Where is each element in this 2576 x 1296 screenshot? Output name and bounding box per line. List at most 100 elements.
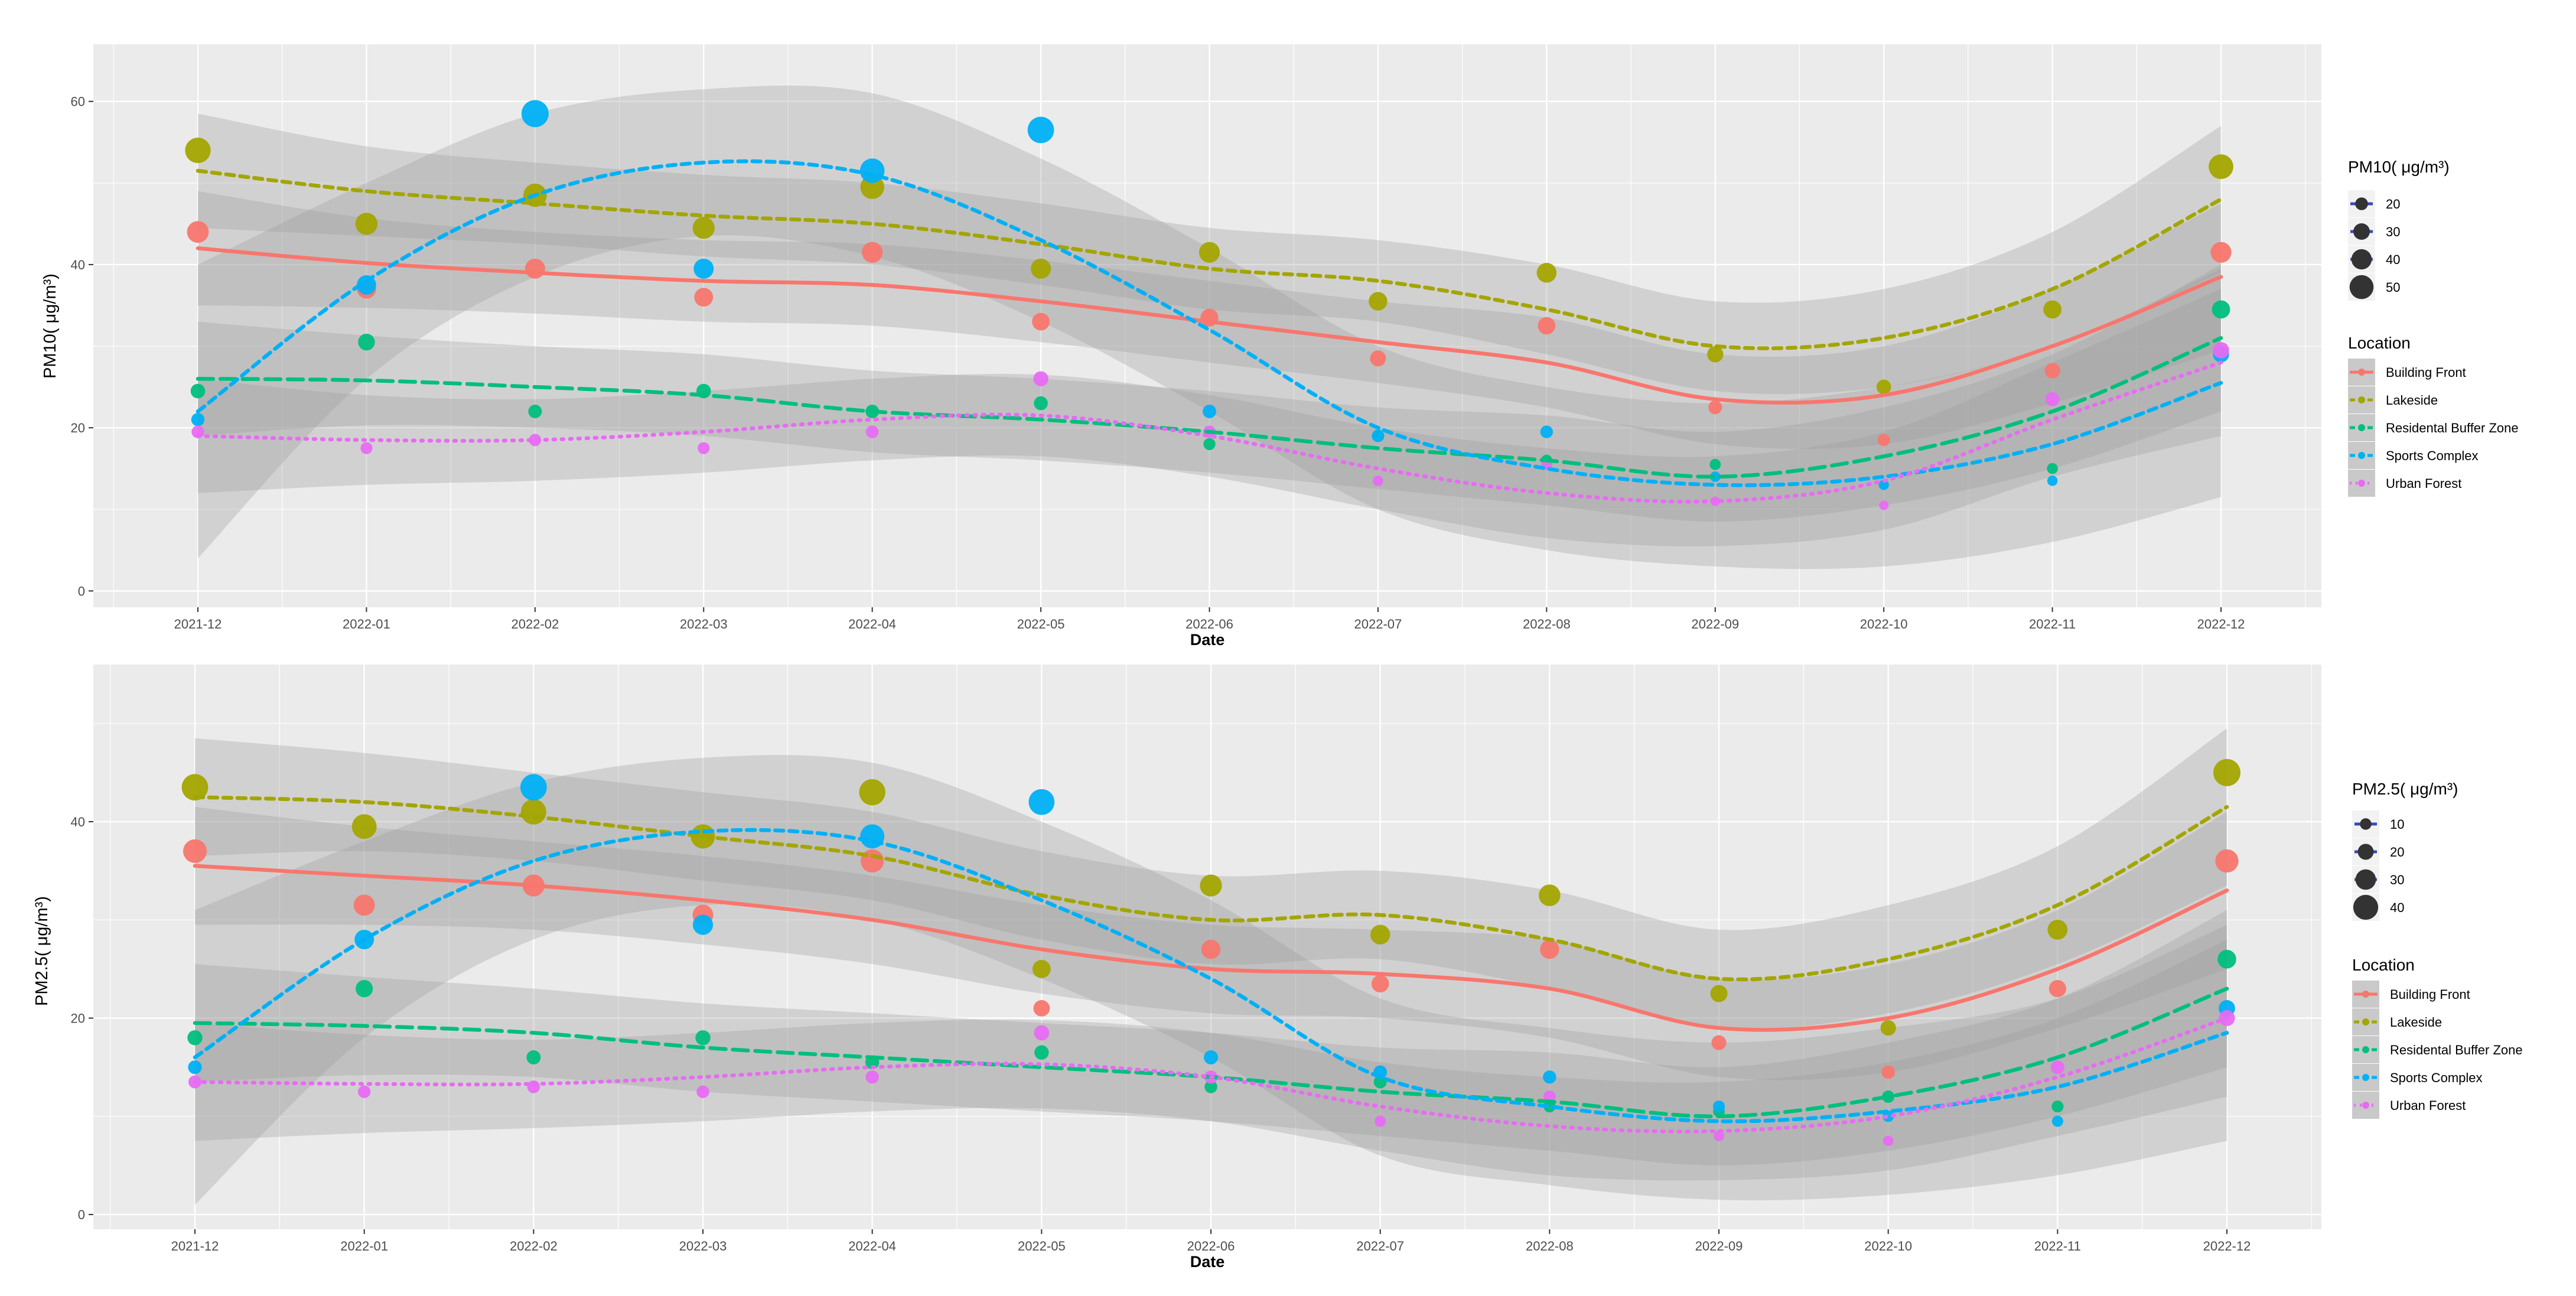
pm10-point-building-front — [187, 221, 209, 243]
pm25-point-building-front — [2049, 980, 2066, 998]
pm25-point-building-front — [1201, 939, 1221, 959]
pm25-point-sports-complex — [1028, 789, 1055, 815]
pm10-y-axis-title: PM10( μg/m³) — [41, 273, 60, 379]
pm10-x-tick-label: 2022-09 — [1691, 617, 1739, 631]
pm10-point-urban-forest — [2045, 392, 2060, 406]
pm10-size-key-label: 20 — [2386, 197, 2400, 211]
pm25-x-tick-label: 2022-05 — [1018, 1239, 1066, 1253]
pm10-size-key-point — [2349, 275, 2374, 299]
pm10-legend-key-point — [2358, 480, 2365, 487]
pm10-legend-label-building-front: Building Front — [2386, 365, 2466, 380]
pm25-size-key-label: 30 — [2390, 872, 2404, 887]
pm10-legend-label-residental-buffer-zone: Residental Buffer Zone — [2386, 421, 2519, 435]
pm25-point-lakeside — [351, 814, 377, 839]
pm10-point-building-front — [2044, 363, 2060, 379]
pm10-legend-label-sports-complex: Sports Complex — [2386, 448, 2479, 463]
pm25-line-building-front — [193, 864, 2229, 1032]
pm25-point-lakeside — [1880, 1020, 1896, 1036]
pm25-point-residental-buffer-zone — [1204, 1080, 1217, 1093]
pm10-point-lakeside — [1707, 346, 1724, 363]
pm10-point-sports-complex — [1878, 480, 1889, 490]
pm25-legend-label-lakeside: Lakeside — [2390, 1015, 2442, 1030]
pm10-point-sports-complex — [521, 100, 549, 128]
pm10-point-sports-complex — [1540, 425, 1554, 438]
pm10-x-tick-label: 2022-02 — [511, 617, 559, 631]
pm25-point-lakeside — [2047, 920, 2068, 940]
pm10-point-residental-buffer-zone — [358, 333, 375, 351]
pm25-point-building-front — [1881, 1065, 1896, 1079]
pm10-x-tick-label: 2022-12 — [2197, 617, 2245, 631]
pm25-x-tick-label: 2022-01 — [340, 1239, 388, 1253]
pm25-legend-key-point — [2362, 1102, 2369, 1109]
pm25-point-lakeside — [1539, 884, 1561, 907]
pm25-point-residental-buffer-zone — [1373, 1075, 1387, 1089]
pm10-y-ticks: 0 20 40 60 — [71, 95, 93, 598]
pm25-x-tick-label: 2022-07 — [1356, 1239, 1404, 1253]
pm25-x-tick-label: 2022-03 — [679, 1239, 727, 1253]
pm10-size-key-label: 50 — [2386, 280, 2400, 295]
pm10-point-lakeside — [1369, 292, 1388, 311]
pm10-size-key-label: 30 — [2386, 224, 2400, 239]
pm25-point-sports-complex — [1543, 1070, 1556, 1084]
pm10-point-sports-complex — [693, 258, 714, 279]
pm10-point-residental-buffer-zone — [2047, 463, 2058, 474]
pm10-point-lakeside — [1536, 262, 1557, 283]
pm25-size-key-label: 20 — [2390, 845, 2404, 859]
pm25-x-tick-label: 2022-12 — [2203, 1239, 2251, 1253]
pm10-point-sports-complex — [1709, 471, 1721, 482]
pm25-line-sports-complex — [193, 828, 2229, 1124]
pm25-x-tick-label: 2022-02 — [510, 1239, 558, 1253]
pm10-line-urban-forest — [196, 360, 2223, 504]
pm10-x-tick-label: 2022-11 — [2029, 617, 2076, 631]
pm10-point-residental-buffer-zone — [2212, 300, 2230, 319]
pm10-color-legend: Location Building Front Lakeside Residenta… — [2348, 334, 2519, 497]
pm25-point-building-front — [1711, 1035, 1727, 1050]
pm25-point-lakeside — [181, 774, 209, 801]
pm25-y-tick-label: 20 — [71, 1011, 85, 1026]
pm25-y-tick-label: 0 — [78, 1207, 85, 1222]
pm25-size-legend: PM2.5( μg/m³) 10 20 30 40 — [2352, 780, 2458, 921]
pm25-point-urban-forest — [357, 1085, 371, 1098]
pm10-point-building-front — [2210, 242, 2232, 263]
pm10-point-building-front — [1370, 350, 1386, 367]
pm25-x-tick-label: 2022-09 — [1695, 1239, 1743, 1253]
pm25-point-building-front — [183, 839, 207, 863]
pm25-x-axis-title: Date — [1190, 1253, 1225, 1271]
pm25-point-urban-forest — [1034, 1025, 1050, 1041]
pm25-x-tick-label: 2022-06 — [1187, 1239, 1235, 1253]
pm10-point-urban-forest — [1373, 476, 1383, 486]
pm10-point-lakeside — [1031, 258, 1051, 279]
pm25-color-legend-title: Location — [2352, 956, 2415, 974]
pm25-y-axis-title: PM2.5( μg/m³) — [32, 896, 51, 1006]
pm10-legend-key-point — [2358, 452, 2365, 459]
pm25-line-lakeside — [193, 795, 2229, 982]
pm10-point-sports-complex — [1372, 429, 1385, 442]
pm10-legend-key-point — [2358, 396, 2365, 403]
pm25-chart: 0 20 40 2021-12 2022-01 2022-02 2022-03 2022-0… — [32, 665, 2523, 1271]
pm10-y-tick-label: 40 — [71, 258, 85, 272]
pm10-line-sports-complex — [196, 159, 2223, 487]
pm25-legend-key-point — [2362, 1046, 2369, 1053]
pm10-point-lakeside — [2043, 300, 2062, 319]
pm25-point-building-front — [1371, 975, 1389, 993]
pm25-point-residental-buffer-zone — [356, 980, 373, 998]
pm10-y-tick-label: 60 — [71, 95, 85, 109]
pm25-point-urban-forest — [1714, 1131, 1724, 1141]
pm10-legend-key-point — [2358, 424, 2365, 431]
pm10-point-building-front — [1877, 434, 1890, 447]
pm25-point-residental-buffer-zone — [187, 1030, 203, 1046]
pm25-legend-label-building-front: Building Front — [2390, 987, 2470, 1002]
pm25-point-building-front — [1540, 939, 1559, 959]
pm10-band-residental-buffer-zone — [198, 264, 2221, 522]
pm25-x-ticks: 2021-12 2022-01 2022-02 2022-03 2022-04 2022-… — [171, 1229, 2251, 1253]
pm10-x-tick-label: 2022-04 — [848, 617, 896, 631]
pm10-point-residental-buffer-zone — [1034, 396, 1048, 411]
pm25-x-tick-label: 2022-04 — [848, 1239, 896, 1253]
pm10-chart: 0 20 40 60 2021-12 2022-01 2022-02 2022-03 2022… — [41, 44, 2519, 649]
pm10-x-tick-label: 2022-01 — [343, 617, 390, 631]
pm10-size-legend: PM10( μg/m³) 20 30 40 50 — [2348, 158, 2450, 301]
pm25-point-building-front — [1033, 1000, 1050, 1017]
pm10-point-residental-buffer-zone — [1709, 458, 1721, 470]
pm25-point-lakeside — [1710, 985, 1728, 1002]
pm10-point-lakeside — [1876, 379, 1891, 395]
